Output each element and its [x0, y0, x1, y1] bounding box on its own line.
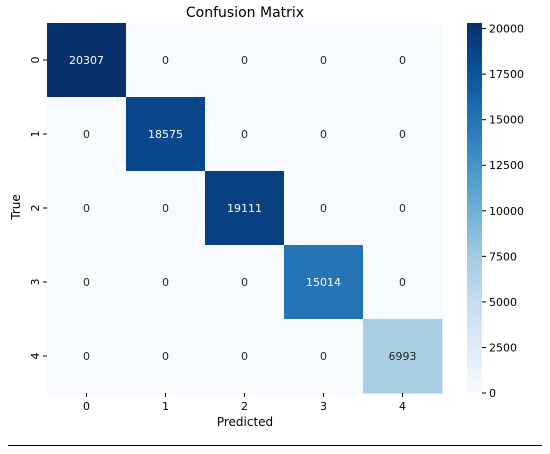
- chart-title: Confusion Matrix: [186, 5, 304, 21]
- colorbar-tick-label: 17500: [489, 68, 524, 81]
- cell-value-label: 19111: [227, 202, 262, 215]
- y-tick-label: 1: [29, 131, 42, 138]
- y-tick-label: 3: [29, 279, 42, 286]
- colorbar-tick-label: 2500: [489, 341, 517, 354]
- cell-value-label: 0: [320, 128, 327, 141]
- x-tick-label: 0: [83, 400, 90, 413]
- cell-value-label: 0: [241, 276, 248, 289]
- cell-value-label: 0: [83, 350, 90, 363]
- x-axis-label: Predicted: [217, 415, 273, 429]
- cell-value-label: 0: [241, 54, 248, 67]
- cell-value-label: 0: [399, 54, 406, 67]
- y-axis-label: True: [9, 194, 23, 221]
- cell-value-label: 0: [399, 202, 406, 215]
- cell-value-label: 0: [241, 350, 248, 363]
- x-tick-label: 1: [162, 400, 169, 413]
- y-tick-label: 2: [29, 205, 42, 212]
- cell-value-label: 0: [83, 202, 90, 215]
- cell-value-label: 6993: [389, 350, 417, 363]
- x-tick-label: 2: [241, 400, 248, 413]
- cell-value-label: 0: [399, 128, 406, 141]
- y-tick-label: 4: [29, 353, 42, 360]
- cell-value-label: 15014: [306, 276, 341, 289]
- cell-value-label: 0: [83, 276, 90, 289]
- colorbar-tick-label: 20000: [489, 23, 524, 36]
- cell-value-label: 0: [320, 350, 327, 363]
- colorbar: [467, 23, 482, 393]
- cell-value-label: 0: [83, 128, 90, 141]
- cell-value-label: 0: [162, 276, 169, 289]
- cell-value-label: 0: [241, 128, 248, 141]
- colorbar-tick-label: 10000: [489, 205, 524, 218]
- cell-value-label: 0: [162, 350, 169, 363]
- cell-value-label: 20307: [69, 54, 104, 67]
- x-tick-label: 3: [320, 400, 327, 413]
- x-axis: 0 1 2 3 4: [83, 393, 406, 413]
- cell-value-label: 0: [162, 202, 169, 215]
- y-axis: 0 1 2 3 4: [29, 57, 47, 360]
- bottom-divider: [8, 445, 542, 446]
- colorbar-tick-label: 5000: [489, 296, 517, 309]
- y-tick-label: 0: [29, 57, 42, 64]
- cell-value-label: 0: [399, 276, 406, 289]
- colorbar-tick-label: 0: [489, 387, 496, 400]
- cell-value-label: 18575: [148, 128, 183, 141]
- colorbar-tick-label: 12500: [489, 159, 524, 172]
- cell-value-label: 0: [320, 54, 327, 67]
- x-tick-label: 4: [399, 400, 406, 413]
- cell-value-label: 0: [162, 54, 169, 67]
- colorbar-ticks: 0 2500 5000 7500 10000 12500 15000 17500 20000: [482, 23, 524, 400]
- cell-value-label: 0: [320, 202, 327, 215]
- colorbar-tick-label: 15000: [489, 114, 524, 127]
- colorbar-tick-label: 7500: [489, 250, 517, 263]
